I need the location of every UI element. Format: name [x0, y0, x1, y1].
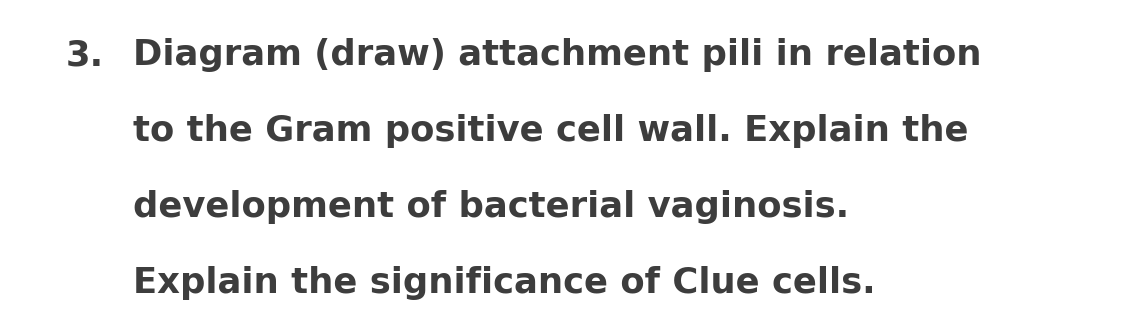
Text: 3.: 3.: [65, 38, 104, 72]
Text: development of bacterial vaginosis.: development of bacterial vaginosis.: [133, 190, 849, 224]
Text: Explain the significance of Clue cells.: Explain the significance of Clue cells.: [133, 266, 875, 300]
Text: to the Gram positive cell wall. Explain the: to the Gram positive cell wall. Explain …: [133, 114, 969, 148]
Text: Diagram (draw) attachment pili in relation: Diagram (draw) attachment pili in relati…: [133, 38, 981, 72]
